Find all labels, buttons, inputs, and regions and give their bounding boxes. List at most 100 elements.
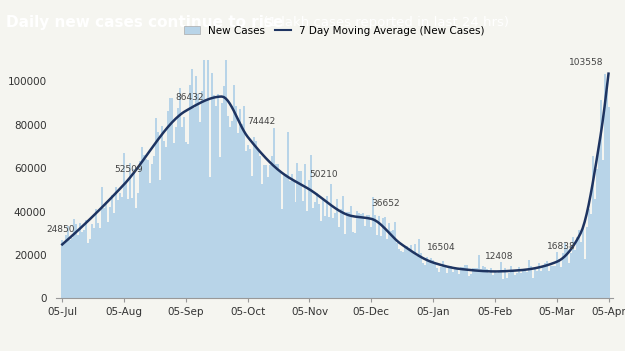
Bar xyxy=(149,184,151,298)
Bar xyxy=(390,231,392,298)
Bar xyxy=(548,271,550,298)
Bar xyxy=(87,243,89,298)
Bar xyxy=(289,181,291,298)
Bar xyxy=(211,73,212,298)
Bar xyxy=(564,243,566,298)
Bar xyxy=(151,164,153,298)
Bar xyxy=(105,202,107,298)
Bar xyxy=(442,261,444,298)
Bar xyxy=(508,273,510,298)
Bar xyxy=(309,180,311,298)
Bar xyxy=(321,221,322,298)
Bar xyxy=(400,251,402,298)
Bar xyxy=(173,143,175,298)
Bar xyxy=(456,268,458,298)
Bar xyxy=(598,145,599,298)
Bar xyxy=(566,247,568,298)
Bar xyxy=(510,266,512,298)
Bar xyxy=(376,236,378,298)
Bar xyxy=(155,118,157,298)
Bar xyxy=(398,249,400,298)
Bar xyxy=(450,266,452,298)
Bar xyxy=(85,220,87,298)
Bar xyxy=(318,204,321,298)
Bar xyxy=(368,215,370,298)
Bar xyxy=(556,252,558,298)
Bar xyxy=(569,253,572,298)
Bar xyxy=(247,145,249,298)
Bar xyxy=(550,266,552,298)
Bar xyxy=(424,265,426,298)
Bar xyxy=(518,267,520,298)
Text: 74442: 74442 xyxy=(248,117,276,126)
Text: 86432: 86432 xyxy=(176,93,204,102)
Bar xyxy=(589,214,592,298)
Bar xyxy=(434,264,436,298)
Bar xyxy=(362,213,364,298)
Text: 50210: 50210 xyxy=(309,170,338,179)
Bar xyxy=(514,275,516,298)
Bar xyxy=(261,184,262,298)
Bar xyxy=(488,273,490,298)
Bar xyxy=(502,279,504,298)
Bar xyxy=(157,132,159,298)
Bar xyxy=(197,94,199,298)
Bar xyxy=(185,142,187,298)
Bar xyxy=(348,212,351,298)
Bar xyxy=(578,230,579,298)
Bar xyxy=(137,193,139,298)
Bar xyxy=(271,156,272,298)
Bar xyxy=(582,229,584,298)
Bar xyxy=(259,157,261,298)
Bar xyxy=(177,108,179,298)
Bar xyxy=(422,263,424,298)
Bar xyxy=(346,212,348,298)
Bar xyxy=(594,199,596,298)
Bar xyxy=(572,237,574,298)
Bar xyxy=(83,230,85,298)
Bar xyxy=(153,156,155,298)
Bar xyxy=(147,160,149,298)
Bar xyxy=(454,267,456,298)
Bar xyxy=(175,127,177,298)
Bar xyxy=(392,230,394,298)
Bar xyxy=(274,164,276,298)
Bar xyxy=(264,165,267,298)
Bar xyxy=(410,245,412,298)
Bar xyxy=(232,85,235,298)
Bar xyxy=(334,213,336,298)
Bar xyxy=(282,174,284,298)
Bar xyxy=(131,198,133,298)
Bar xyxy=(538,264,540,298)
Bar xyxy=(554,266,556,298)
Bar xyxy=(159,180,161,298)
Bar xyxy=(472,268,474,298)
Bar xyxy=(239,110,241,298)
Bar xyxy=(207,53,209,298)
Bar xyxy=(139,161,141,298)
Bar xyxy=(426,257,428,298)
Bar xyxy=(97,223,99,298)
Bar xyxy=(586,227,587,298)
Bar xyxy=(107,222,109,298)
Bar xyxy=(446,272,448,298)
Bar xyxy=(380,236,382,298)
Bar xyxy=(217,94,219,298)
Bar xyxy=(127,199,129,298)
Bar xyxy=(189,85,191,298)
Bar xyxy=(326,196,328,298)
Bar xyxy=(458,274,460,298)
Bar xyxy=(121,197,123,298)
Bar xyxy=(496,273,498,298)
Bar xyxy=(342,196,344,298)
Bar xyxy=(165,147,167,298)
Bar xyxy=(69,240,71,298)
Bar xyxy=(430,258,432,298)
Bar xyxy=(65,236,68,298)
Bar xyxy=(167,111,169,298)
Bar xyxy=(267,177,269,298)
Bar xyxy=(291,174,292,298)
Bar xyxy=(504,269,506,298)
Bar xyxy=(231,121,232,298)
Bar xyxy=(68,226,69,298)
